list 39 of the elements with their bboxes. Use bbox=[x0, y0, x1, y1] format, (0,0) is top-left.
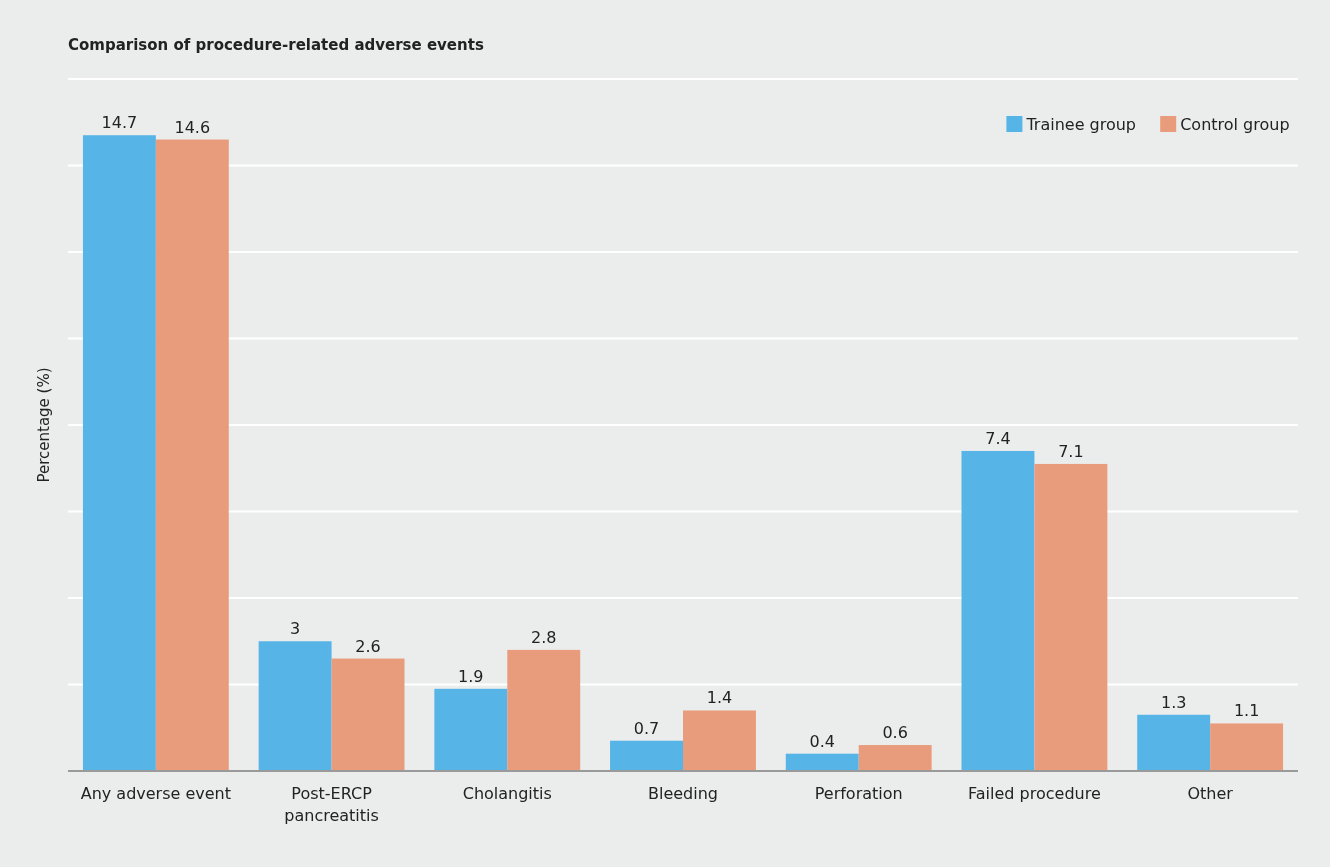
data-label: 2.6 bbox=[355, 636, 381, 656]
x-tick-label: Any adverse event bbox=[80, 784, 232, 803]
bar bbox=[82, 135, 156, 771]
data-label: 0.7 bbox=[633, 718, 660, 738]
data-label: 14.7 bbox=[101, 113, 138, 133]
bar bbox=[434, 688, 508, 771]
legend-label: Trainee group bbox=[1025, 114, 1137, 134]
bar bbox=[155, 139, 229, 771]
data-label: 7.1 bbox=[1058, 441, 1084, 461]
bar bbox=[858, 745, 932, 771]
bar bbox=[961, 450, 1035, 771]
legend-label: Control group bbox=[1180, 114, 1290, 134]
x-tick-label: Cholangitis bbox=[462, 784, 552, 803]
bar bbox=[785, 753, 859, 771]
bar bbox=[610, 740, 683, 771]
bar bbox=[1210, 723, 1284, 771]
data-label: 1.9 bbox=[458, 666, 484, 686]
data-label: 1.1 bbox=[1233, 701, 1260, 721]
bar bbox=[1137, 714, 1211, 771]
data-label: 3 bbox=[290, 619, 301, 639]
data-label: 1.4 bbox=[706, 688, 733, 708]
y-axis-title: Percentage (%) bbox=[35, 367, 53, 483]
x-tick-label: Other bbox=[1187, 784, 1234, 803]
x-tick-label: Perforation bbox=[814, 784, 903, 803]
data-label: 0.4 bbox=[809, 731, 835, 751]
x-tick-label: Bleeding bbox=[647, 784, 719, 803]
bar bbox=[331, 658, 405, 771]
data-label: 2.8 bbox=[531, 627, 557, 647]
data-label: 1.3 bbox=[1160, 692, 1187, 712]
bar bbox=[258, 641, 332, 771]
bar bbox=[507, 649, 581, 771]
data-label: 7.4 bbox=[985, 428, 1011, 448]
chart-title: Comparison of procedure-related adverse events bbox=[68, 36, 484, 54]
x-tick-label: Failed procedure bbox=[968, 784, 1101, 803]
data-label: 0.6 bbox=[882, 723, 908, 743]
data-label: 14.6 bbox=[174, 117, 211, 137]
x-tick-label: Post-ERCP pancreatitis bbox=[284, 784, 379, 825]
bar bbox=[683, 710, 756, 771]
bar bbox=[1034, 463, 1108, 771]
